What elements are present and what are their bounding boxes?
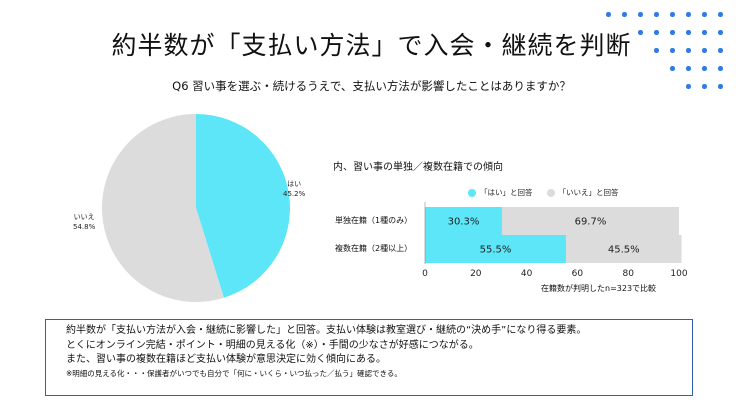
decorative-dot [654,12,659,17]
legend-swatch-yes [468,188,476,197]
decorative-dot [670,30,675,35]
pie-label-yes: はい 45.2% [283,179,305,199]
pie-label-no-value: 54.8% [73,223,96,231]
decorative-dot [686,48,691,53]
pie-label-yes-name: はい [287,180,302,188]
bar-legend: 「はい」と回答 「いいえ」と回答 [468,187,619,198]
x-tick-label: 60 [572,269,584,279]
page-title: 約半数が「支払い方法」で入会・継続を判断 [111,31,632,60]
bar-segment-no-row-1 [565,235,682,263]
pie-slice-yes [196,114,290,298]
x-tick-label: 80 [622,269,634,279]
breakdown-title: 内、習い事の単独／複数在籍での傾向 [333,162,503,173]
x-tick-label: 40 [521,269,533,279]
decorative-dot [638,12,643,17]
decorative-dot [718,48,723,53]
legend-swatch-no [546,188,555,197]
bar-segment-yes-row-1 [425,235,566,263]
summary-box: 約半数が「支払い方法が入会・継続に影響した」と回答。支払い体験は教室選び・継続の… [45,319,693,396]
pie-chart [101,114,290,302]
decorative-dot [718,30,723,35]
summary-line-2: とくにオンライン完結・ポイント・明細の見える化（※）・手間の少なさが好感につなが… [66,339,479,351]
summary-line-1: 約半数が「支払い方法が入会・継続に影響した」と回答。支払い体験は教室選び・継続の… [66,325,587,336]
decorative-dot [702,84,707,89]
bar-data-label: 55.5% [480,245,512,256]
pie-label-yes-value: 45.2% [283,190,306,198]
bar-segment-no-row-0 [501,207,679,235]
legend-item-no: 「いいえ」と回答 [546,187,619,198]
stacked-bar-chart: 30.3% 69.7% 55.5% 45.5% 0 20 40 60 80 100 [422,202,688,279]
decorative-dot [718,12,723,17]
decorative-dot [718,66,723,71]
bar-data-label: 45.5% [608,245,640,256]
survey-question: Q6 習い事を選ぶ・続けるうえで、支払い方法が影響したことはありますか？ [172,79,571,93]
x-tick-label: 100 [670,269,687,279]
row-label-multiple: 複数在籍（2種以上） [335,244,413,253]
bar-data-label: 30.3% [448,217,480,228]
pie-slice-no [101,114,224,302]
summary-footnote: ※明細の見える化・・・保護者がいつでも自分で「何に・いくら・いつ払った／払う」確… [66,368,402,378]
decorative-dot [686,12,691,17]
decorative-dot [702,30,707,35]
summary-line-3: また、習い事の複数在籍ほど支払い体験が意思決定に効く傾向にある。 [66,354,386,365]
legend-item-yes: 「はい」と回答 [468,187,533,198]
row-label-single: 単独在籍（1種のみ） [335,216,413,225]
legend-label-yes: 「はい」と回答 [480,188,533,197]
decorative-dot [702,12,707,17]
decorative-dot [670,48,675,53]
decorative-dot [638,30,643,35]
legend-label-no: 「いいえ」と回答 [558,188,619,197]
pie-label-no-name: いいえ [73,213,95,221]
decorative-dot [654,48,659,53]
decorative-dot [654,30,659,35]
decorative-dot [702,66,707,71]
decorative-dot [686,84,691,89]
decorative-dot [702,48,707,53]
x-tick-label: 0 [422,269,428,279]
decorative-dot [718,84,723,89]
x-tick-label: 20 [470,269,482,279]
sample-note: 在籍数が判明したn=323で比較 [541,284,657,293]
decorative-dot [686,30,691,35]
decorative-dot [670,12,675,17]
decorative-dot [670,66,675,71]
decorative-dot [686,66,691,71]
decorative-dot [622,12,627,17]
decorative-dot-grid [606,12,734,102]
decorative-dot [606,12,611,17]
bar-data-label: 69.7% [575,217,607,228]
pie-label-no: いいえ 54.8% [73,212,95,232]
bar-segment-yes-row-0 [425,207,502,235]
